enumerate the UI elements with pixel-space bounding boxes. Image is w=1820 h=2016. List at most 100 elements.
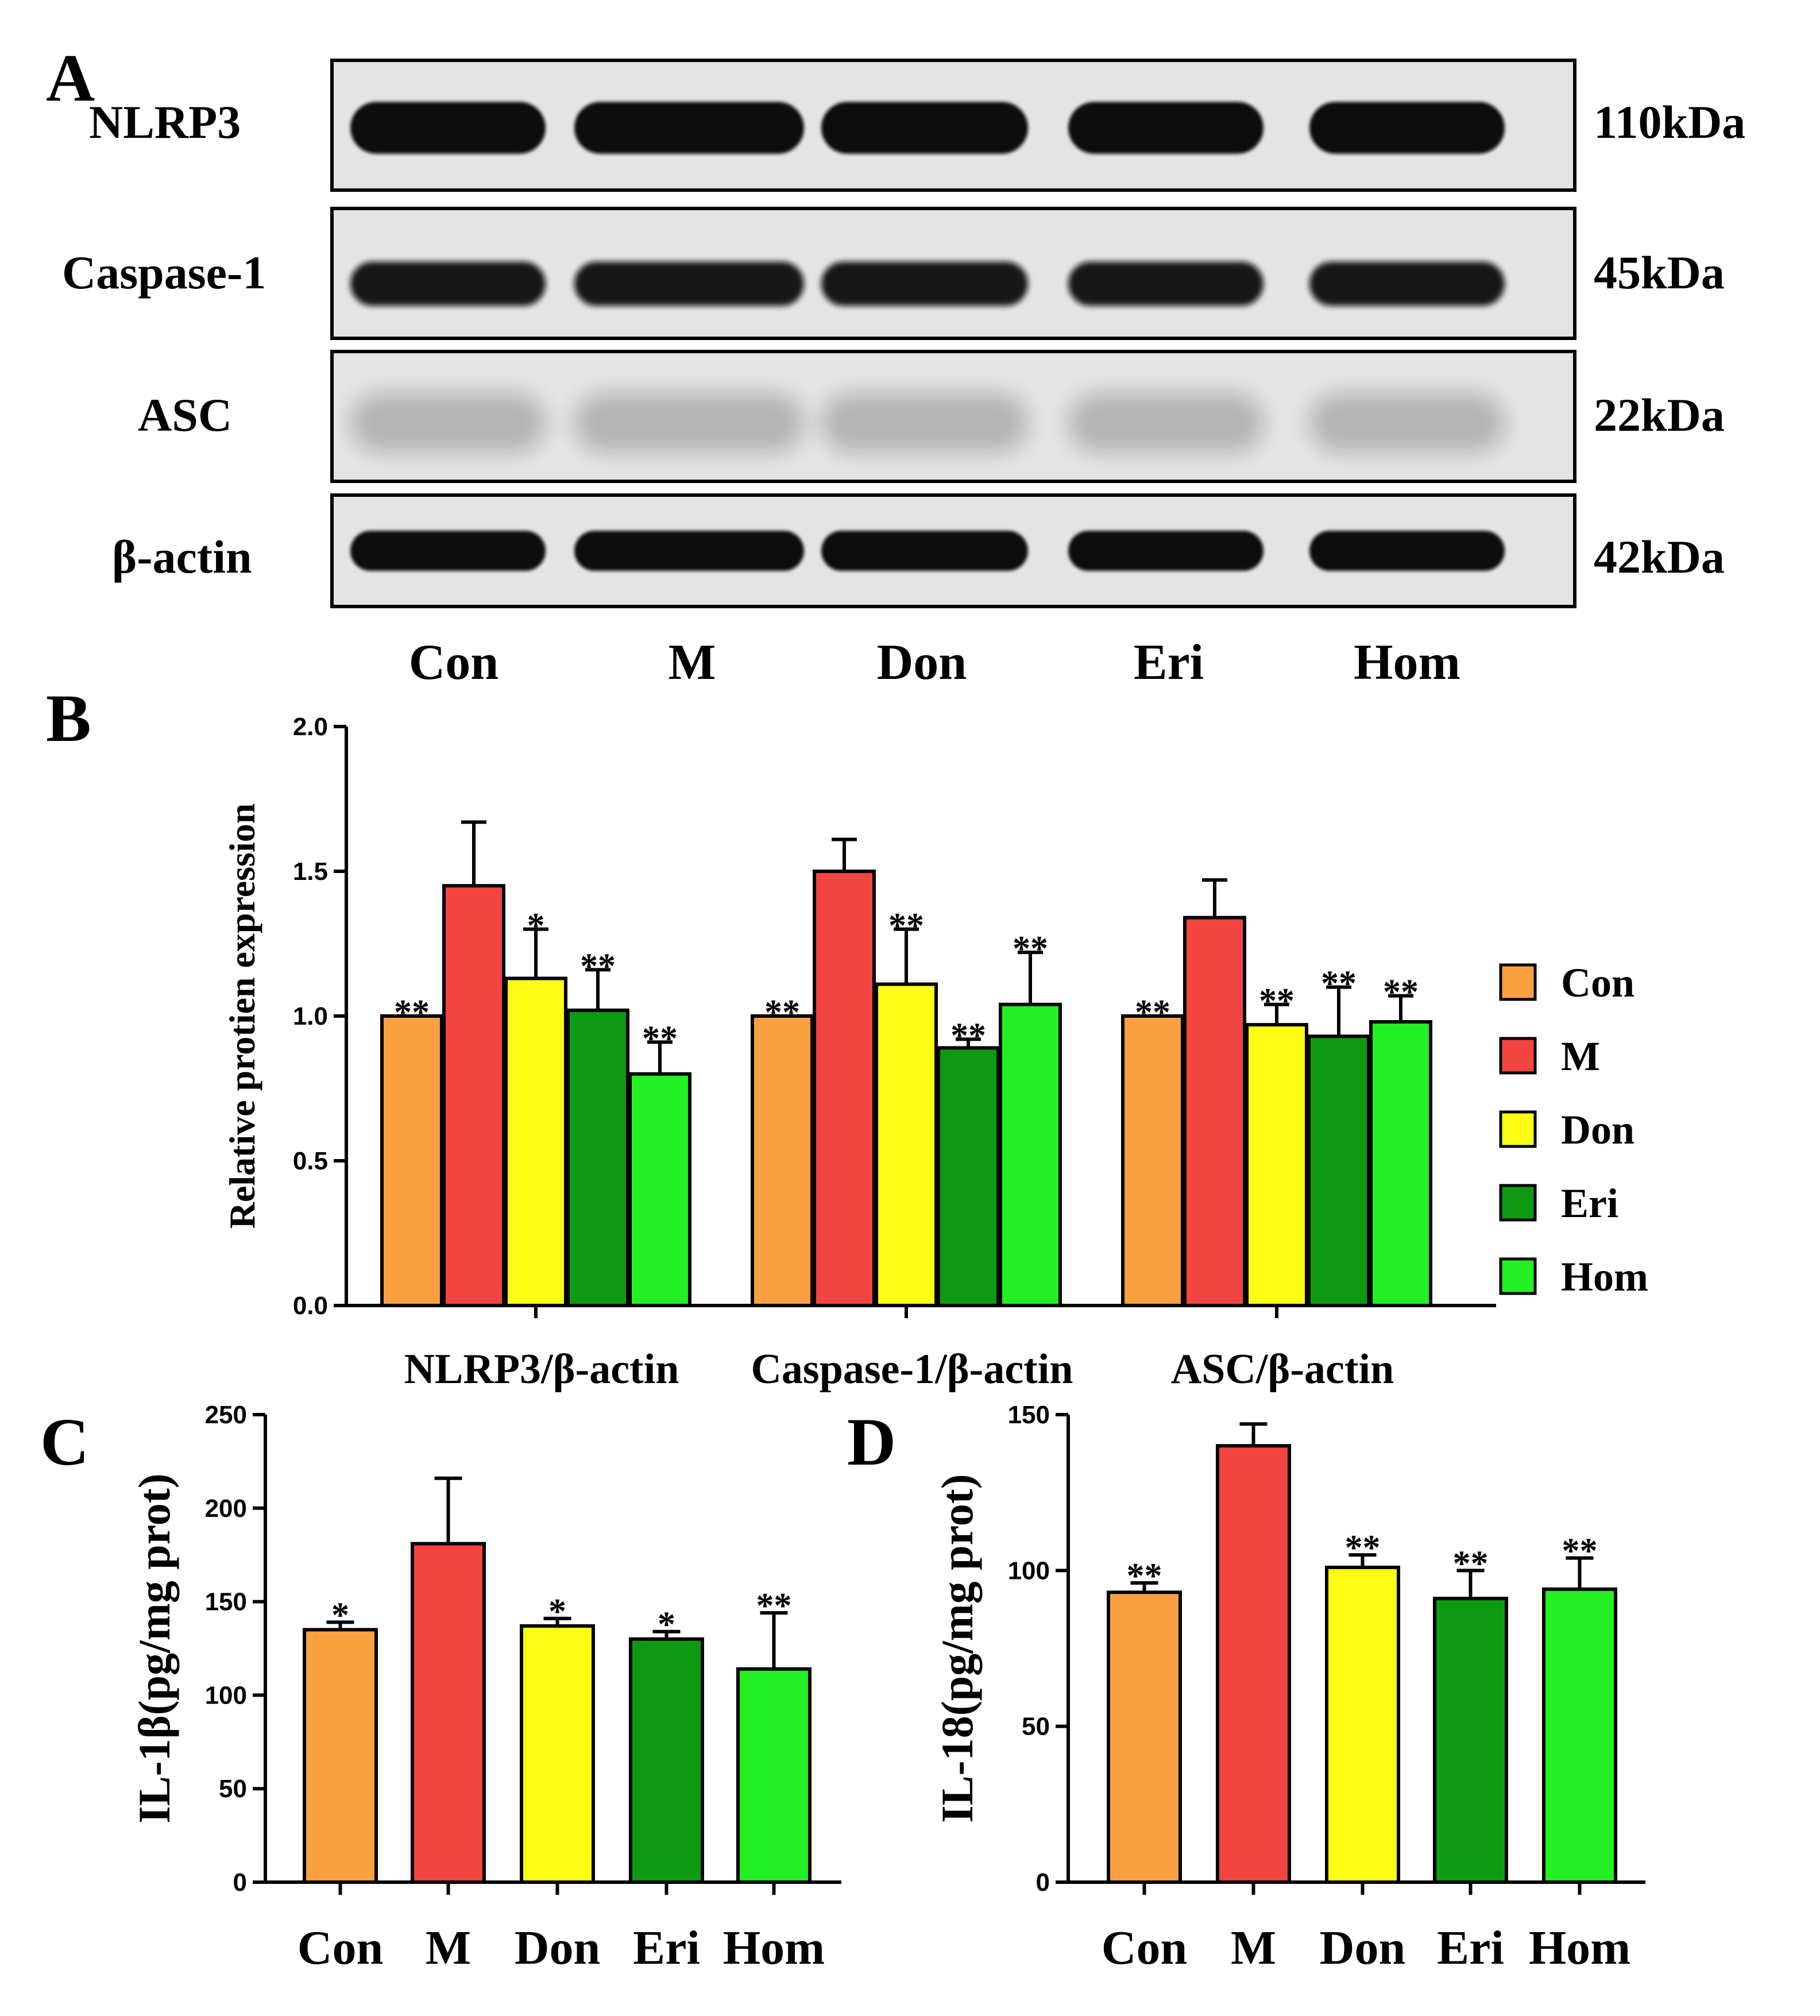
significance-marker: **: [950, 1016, 986, 1055]
bar-don: [520, 1624, 595, 1884]
significance-marker: **: [1013, 929, 1048, 968]
blot-band: [574, 393, 804, 453]
x-category-label: M: [1231, 1921, 1276, 1975]
x-category-label: Eri: [633, 1921, 700, 1975]
blot-band: [1309, 393, 1505, 453]
bar-don: [1245, 1023, 1308, 1307]
bar-don: [504, 976, 567, 1307]
bar-m: [1183, 916, 1246, 1307]
blot-lane-label: Eri: [1134, 635, 1204, 690]
significance-marker: **: [1562, 1532, 1598, 1571]
blot-band: [1309, 261, 1505, 306]
significance-marker: **: [1321, 964, 1357, 1003]
blot-band: [574, 531, 804, 571]
bar-hom: [736, 1667, 812, 1884]
bar-eri: [937, 1046, 1000, 1307]
bar-hom: [999, 1002, 1062, 1307]
legend-label: Don: [1561, 1107, 1634, 1153]
significance-marker: **: [580, 947, 616, 986]
x-category-label: Don: [1320, 1921, 1405, 1975]
legend-swatch-don: [1499, 1110, 1537, 1148]
bar-hom: [1542, 1587, 1617, 1884]
bar-con: [751, 1014, 814, 1307]
chart-b-protein-expression: 0.0 0.5 1.0 1.5 2.0 Relative protien expressi…: [222, 713, 1496, 1393]
legend-swatch-hom: [1499, 1257, 1537, 1295]
significance-marker: **: [1345, 1528, 1381, 1567]
y-tick-label: 100: [205, 1681, 247, 1709]
panel-letter-c: C: [40, 1404, 89, 1480]
panel-letter-a: A: [46, 40, 95, 115]
y-tick-label: 1.0: [293, 1002, 328, 1030]
y-tick-label: 0: [1036, 1868, 1050, 1897]
y-tick-label: 150: [1008, 1401, 1050, 1429]
bar-m: [1216, 1444, 1291, 1884]
blot-band: [574, 261, 804, 306]
legend-label: Eri: [1561, 1180, 1618, 1226]
bar-eri: [1307, 1034, 1370, 1308]
x-category-label: Hom: [1529, 1921, 1630, 1975]
bar-eri: [566, 1008, 629, 1308]
bar-don: [875, 982, 938, 1308]
chart-d-il18: 0 50 100 150 IL-18(pg/mg prot) Con ** M Don ** Eri…: [932, 1401, 1645, 1975]
legend-swatch-con: [1499, 963, 1537, 1001]
significance-marker: *: [548, 1592, 566, 1631]
blot-band: [821, 531, 1028, 571]
y-axis-title: IL-1β(pg/mg prot): [129, 1473, 179, 1824]
blot-band: [1068, 531, 1263, 571]
blot-size-label: 22kDa: [1594, 389, 1725, 441]
x-category-label: Caspase-1/β-actin: [751, 1346, 1073, 1393]
bar-m: [442, 884, 505, 1307]
blot-protein-label: NLRP3: [89, 96, 241, 148]
blot-band: [350, 393, 546, 453]
y-tick-label: 1.5: [293, 858, 328, 886]
western-blot-panel: NLRP3 110kDa Caspase-1 45kDa ASC 22kDa β-actin…: [62, 59, 1745, 690]
significance-marker: **: [1383, 973, 1419, 1012]
y-axis-title: IL-18(pg/mg prot): [932, 1474, 982, 1822]
blot-band: [1068, 261, 1263, 306]
significance-marker: **: [1135, 993, 1170, 1032]
bar-m: [411, 1542, 486, 1884]
y-tick-label: 50: [219, 1775, 247, 1803]
legend-swatch-eri: [1499, 1184, 1537, 1222]
bar-con: [1121, 1014, 1184, 1307]
bar-eri: [629, 1637, 704, 1884]
x-category-label: NLRP3/β-actin: [404, 1346, 679, 1393]
x-category-label: Don: [515, 1921, 600, 1975]
significance-marker: **: [1127, 1557, 1162, 1596]
blot-size-label: 45kDa: [1594, 246, 1725, 299]
blot-band: [1309, 531, 1505, 571]
panel-letter-b: B: [46, 681, 91, 756]
blot-band: [350, 102, 546, 154]
significance-marker: **: [888, 906, 924, 945]
bar-hom: [628, 1072, 691, 1308]
y-tick-label: 100: [1008, 1557, 1050, 1585]
y-tick-label: 250: [205, 1401, 247, 1429]
bar-don: [1325, 1565, 1400, 1884]
significance-marker: **: [1259, 982, 1295, 1021]
x-category-label: ASC/β-actin: [1171, 1346, 1394, 1393]
x-category-label: Con: [297, 1921, 383, 1975]
y-tick-label: 0.5: [293, 1147, 328, 1175]
blot-size-label: 42kDa: [1594, 531, 1725, 583]
legend-swatch-m: [1499, 1037, 1537, 1075]
blot-lane-label: Hom: [1354, 635, 1460, 690]
y-tick-label: 200: [205, 1494, 247, 1523]
x-category-label: M: [426, 1921, 471, 1975]
bar-m: [813, 870, 876, 1307]
significance-marker: **: [1453, 1544, 1489, 1583]
blot-band: [1309, 102, 1505, 154]
blot-protein-label: ASC: [138, 389, 232, 441]
bar-con: [1107, 1590, 1182, 1884]
blot-band: [821, 261, 1028, 306]
y-tick-label: 2.0: [293, 713, 328, 741]
legend-label: Hom: [1561, 1254, 1648, 1300]
blot-band: [350, 531, 546, 571]
blot-band: [821, 393, 1028, 453]
chart-c-il1b: 0 50 100 150 200 250 IL-1β(pg/mg prot) Con * M Don…: [129, 1401, 841, 1975]
blot-band: [1068, 102, 1263, 154]
y-tick-label: 0.0: [293, 1292, 328, 1320]
blot-protein-label: β-actin: [112, 531, 252, 583]
bar-hom: [1369, 1020, 1432, 1307]
blot-band: [821, 102, 1028, 154]
